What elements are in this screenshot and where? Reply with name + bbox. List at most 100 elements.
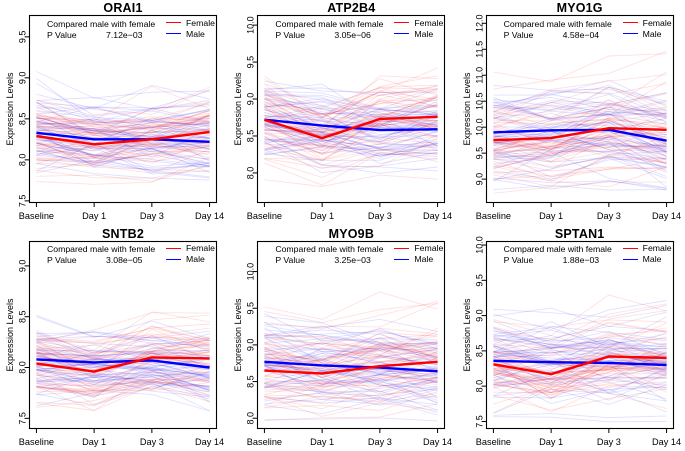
y-tick-label: 9.5	[18, 31, 28, 44]
legend-row-male: Male	[622, 254, 672, 265]
female-mean-line	[493, 126, 667, 142]
legend-row-female: Female	[622, 243, 672, 254]
annotation: Compared male with female P Value 3.25e−0…	[275, 244, 383, 267]
female-mean-line	[492, 354, 667, 375]
x-tick-label: Day 14	[195, 211, 224, 221]
x-tick-label: Day 3	[140, 211, 164, 221]
subject-lines	[36, 71, 210, 185]
male-line-swatch	[166, 258, 181, 260]
y-tick-label: 9.5	[246, 301, 256, 314]
p-value: 3.05e−06	[334, 29, 371, 40]
female-line-swatch	[394, 247, 410, 249]
male-mean-line	[493, 128, 667, 142]
subject-lines	[492, 50, 667, 194]
annotation-p-row: P Value 1.88e−03	[504, 255, 612, 266]
plot-area-orai1: 7.5 8.0 8.5 9.0 9.5 Baseline Day 1 Day 3 Day 14	[18, 14, 224, 221]
plot-box	[257, 14, 446, 204]
female-line-swatch	[394, 22, 410, 24]
y-tick-label: 9.5	[474, 147, 484, 160]
legend-female-label: Female	[642, 243, 672, 254]
p-value: 3.25e−03	[334, 255, 371, 266]
annotation-p-row: P Value 3.05e−06	[275, 30, 383, 41]
panel-myo9b: 8.0 8.5 9.0 9.5 10.0 Baseline Day 1 Day 3 Day 14…	[228, 226, 456, 451]
panel-orai1: 7.5 8.0 8.5 9.0 9.5 Baseline Day 1 Day 3 Day 14 …	[0, 0, 228, 225]
legend-female-label: Female	[414, 17, 444, 28]
x-tick-label: Day 14	[652, 437, 681, 447]
x-tick-label: Day 14	[195, 437, 224, 447]
x-tick-label: Day 1	[310, 437, 334, 447]
x-tick-label: Baseline	[247, 211, 282, 221]
y-tick-label: 9.5	[246, 56, 256, 69]
legend-row-male: Male	[394, 28, 443, 39]
legend-row-female: Female	[394, 17, 443, 28]
female-line-swatch	[166, 22, 181, 24]
female-line-swatch	[622, 247, 638, 249]
panel-title: SNTB2	[102, 226, 144, 241]
y-tick-label: 9.0	[474, 173, 484, 186]
x-tick-label: Day 1	[539, 211, 563, 221]
y-tick-label: 10.0	[474, 236, 484, 254]
annotation-comparison-text: Compared male with female	[47, 244, 156, 254]
p-value-label: P Value	[47, 255, 77, 266]
male-line-swatch	[622, 33, 638, 35]
panel-sntb2: 7.5 8.0 8.5 9.0 Baseline Day 1 Day 3 Day 14 SNT…	[0, 226, 228, 451]
x-tick-label: Day 1	[82, 211, 106, 221]
y-tick-label: 8.5	[474, 344, 484, 357]
panel-title: ORAI1	[103, 1, 143, 15]
y-tick-label: 11.5	[474, 41, 484, 58]
male-mean-line	[493, 359, 667, 366]
legend-male-label: Male	[414, 28, 434, 39]
p-value: 1.88e−03	[562, 255, 600, 266]
subject-lines	[492, 293, 667, 422]
p-value: 3.08e−05	[106, 255, 143, 266]
annotation-comparison-text: Compared male with female	[503, 18, 612, 29]
legend-row-male: Male	[394, 254, 443, 265]
legend-row-male: Male	[166, 28, 215, 39]
male-mean-line	[36, 357, 210, 369]
x-tick-label: Day 3	[597, 211, 621, 221]
legend-female-label: Female	[186, 243, 215, 254]
x-tick-label: Baseline	[247, 437, 282, 447]
male-line-swatch	[622, 258, 638, 260]
plot-area-myo1g: 9.0 9.5 10.0 10.5 11.0 11.5 12.0 Baseline Day 1 D…	[474, 15, 681, 221]
panel-atp2b4: 8.0 8.5 9.0 9.5 10.0 Baseline Day 1 Day 3 Day 14…	[228, 0, 456, 225]
legend-male-label: Male	[642, 254, 662, 265]
p-value-label: P Value	[275, 255, 305, 266]
annotation: Compared male with female P Value 1.88e−0…	[504, 244, 612, 267]
y-tick-label: 9.5	[474, 274, 484, 287]
y-tick-label: 9.0	[246, 93, 256, 106]
annotation-p-row: P Value 3.08e−05	[47, 255, 155, 266]
y-axis-label: Expression Levels	[5, 72, 15, 146]
legend: Female Male	[166, 243, 215, 265]
x-tick-label: Day 3	[597, 437, 621, 447]
annotation: Compared male with female P Value 3.05e−0…	[275, 19, 383, 42]
panel-title: MYO9B	[328, 226, 375, 241]
p-value-label: P Value	[275, 29, 305, 40]
y-tick-label: 11.0	[474, 67, 484, 84]
subject-lines	[264, 290, 439, 421]
x-tick-label: Day 1	[82, 437, 106, 447]
annotation-p-row: P Value 7.12e−03	[47, 30, 155, 41]
legend: Female Male	[622, 243, 672, 265]
legend: Female Male	[166, 17, 215, 39]
x-tick-label: Baseline	[475, 437, 510, 447]
legend: Female Male	[622, 17, 672, 39]
y-tick-label: 8.5	[18, 310, 28, 323]
y-axis-label: Expression Levels	[461, 297, 472, 372]
x-tick-label: Day 3	[140, 437, 164, 447]
y-axis-label: Expression Levels	[233, 72, 244, 146]
x-tick-label: Baseline	[19, 211, 54, 221]
annotation-p-row: P Value 3.25e−03	[275, 255, 383, 266]
x-tick-label: Baseline	[475, 211, 510, 221]
female-mean-line	[36, 130, 210, 146]
legend-row-male: Male	[622, 28, 672, 39]
plot-area-sntb2: 7.5 8.0 8.5 9.0 Baseline Day 1 Day 3 Day 14	[18, 240, 224, 447]
x-tick-label: Day 14	[423, 211, 452, 221]
legend-male-label: Male	[186, 28, 205, 39]
male-mean-line	[36, 131, 210, 143]
annotation: Compared male with female P Value 3.08e−0…	[47, 244, 155, 267]
y-tick-label: 8.0	[18, 361, 28, 374]
male-line-swatch	[394, 33, 410, 35]
legend-row-male: Male	[166, 254, 215, 265]
